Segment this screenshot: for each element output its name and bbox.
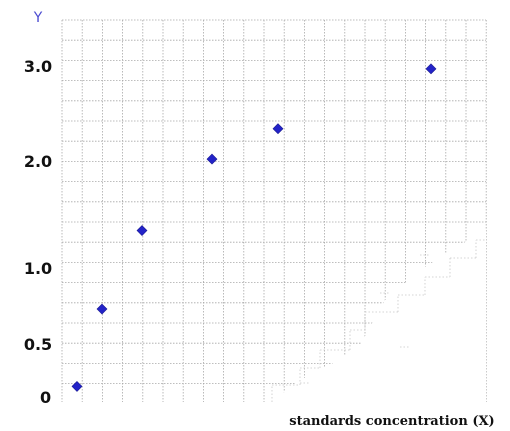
- y-tick-label: 0.5: [24, 335, 52, 354]
- y-tick-label: 3.0: [24, 57, 52, 76]
- y-tick-label: 0: [40, 388, 51, 407]
- y-tick-labels: 0 0.5 1.0 2.0 3.0: [24, 57, 52, 407]
- data-point: [272, 123, 284, 135]
- data-point: [425, 63, 437, 75]
- data-point: [71, 380, 83, 392]
- data-point: [96, 303, 108, 315]
- faint-background-marks: [270, 230, 486, 403]
- data-point: [206, 153, 218, 165]
- x-axis-label: standards concentration (X): [289, 414, 494, 429]
- y-tick-label: 1.0: [24, 259, 52, 278]
- y-tick-label: 2.0: [24, 152, 52, 171]
- data-points: [71, 63, 437, 392]
- y-axis-label: Y: [33, 10, 43, 26]
- data-point: [136, 225, 148, 236]
- blank-region: [270, 230, 486, 403]
